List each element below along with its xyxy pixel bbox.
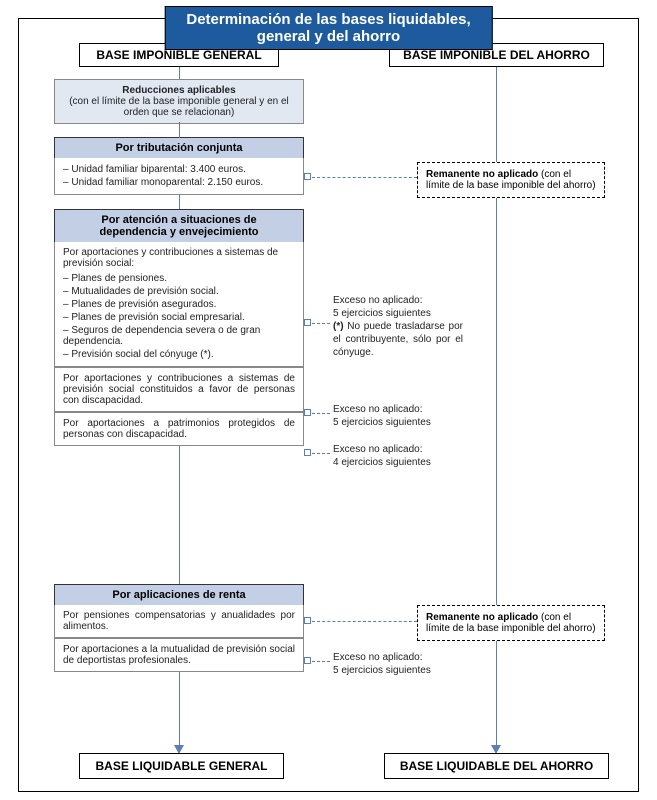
dependencia-seg1: Por aportaciones y contribuciones a sist… xyxy=(54,242,304,367)
renta-seg1: Por pensiones compensatorias y anualidad… xyxy=(54,605,304,638)
dependencia-group: Por atención a situaciones de dependenci… xyxy=(54,209,304,446)
marker-dep2 xyxy=(304,409,311,416)
renta-group: Por aplicaciones de renta Por pensiones … xyxy=(54,584,304,672)
renta-head: Por aplicaciones de renta xyxy=(54,584,304,605)
outer-frame: BASE IMPONIBLE GENERAL BASE IMPONIBLE DE… xyxy=(18,18,639,792)
tributacion-group: Por tributación conjunta Unidad familiar… xyxy=(54,137,304,195)
hline-renta1 xyxy=(312,621,417,622)
hline-renta2 xyxy=(312,661,330,662)
dep-item-c: Planes de previsión asegurados. xyxy=(63,298,295,311)
reducciones-box: Reducciones aplicables (con el límite de… xyxy=(54,79,304,124)
remanente1-bold: Remanente no aplicado xyxy=(426,169,538,180)
marker-dep3 xyxy=(304,449,311,456)
marker-dep1 xyxy=(304,319,311,326)
remanente2-bold: Remanente no aplicado xyxy=(426,612,538,623)
hline-dep3 xyxy=(312,453,330,454)
dash-seg-1 xyxy=(179,122,180,138)
dep-item-e: Seguros de dependencia severa o de gran … xyxy=(63,324,295,348)
marker-trib xyxy=(304,173,311,180)
marker-renta1 xyxy=(304,617,311,624)
dependencia-head: Por atención a situaciones de dependenci… xyxy=(54,209,304,242)
footer-ahorro: BASE LIQUIDABLE DEL AHORRO xyxy=(384,753,609,779)
exceso-2: Exceso no aplicado:5 ejercicios siguient… xyxy=(333,403,463,429)
tributacion-body: Unidad familiar biparental: 3.400 euros.… xyxy=(54,158,304,195)
marker-renta2 xyxy=(304,657,311,664)
hline-dep2 xyxy=(312,413,330,414)
trib-item-1: Unidad familiar biparental: 3.400 euros. xyxy=(63,163,295,176)
reducciones-head: Reducciones aplicables xyxy=(122,85,235,96)
reducciones-sub: (con el límite de la base imponible gene… xyxy=(69,96,289,118)
page-title: Determinación de las bases liquidables, … xyxy=(164,6,493,50)
remanente-1: Remanente no aplicado (con el límite de … xyxy=(417,162,605,198)
exceso-1: Exceso no aplicado: 5 ejercicios siguien… xyxy=(333,294,463,359)
remanente-2: Remanente no aplicado (con el límite de … xyxy=(417,605,605,641)
dep-item-b: Mutualidades de previsión social. xyxy=(63,285,295,298)
dash-seg-3 xyxy=(179,466,180,584)
tributacion-head: Por tributación conjunta xyxy=(54,137,304,158)
dependencia-seg2: Por aportaciones y contribuciones a sist… xyxy=(54,367,304,412)
exceso-4: Exceso no aplicado:5 ejercicios siguient… xyxy=(333,651,463,677)
dash-seg-2 xyxy=(179,195,180,209)
trib-item-2: Unidad familiar monoparental: 2.150 euro… xyxy=(63,176,295,189)
hline-trib xyxy=(312,177,417,178)
dep-seg1-intro: Por aportaciones y contribuciones a sist… xyxy=(63,247,295,269)
dash-seg-4 xyxy=(179,676,180,746)
dep-item-a: Planes de pensiones. xyxy=(63,272,295,285)
footer-general: BASE LIQUIDABLE GENERAL xyxy=(79,753,284,779)
dep-item-f: Previsión social del cónyuge (*). xyxy=(63,348,295,361)
dependencia-seg3: Por aportaciones a patrimonios protegido… xyxy=(54,412,304,446)
renta-seg2: Por aportaciones a la mutualidad de prev… xyxy=(54,638,304,672)
dep-item-d: Planes de previsión social empresarial. xyxy=(63,311,295,324)
hline-dep1 xyxy=(312,323,330,324)
exceso-3: Exceso no aplicado:4 ejercicios siguient… xyxy=(333,443,463,469)
